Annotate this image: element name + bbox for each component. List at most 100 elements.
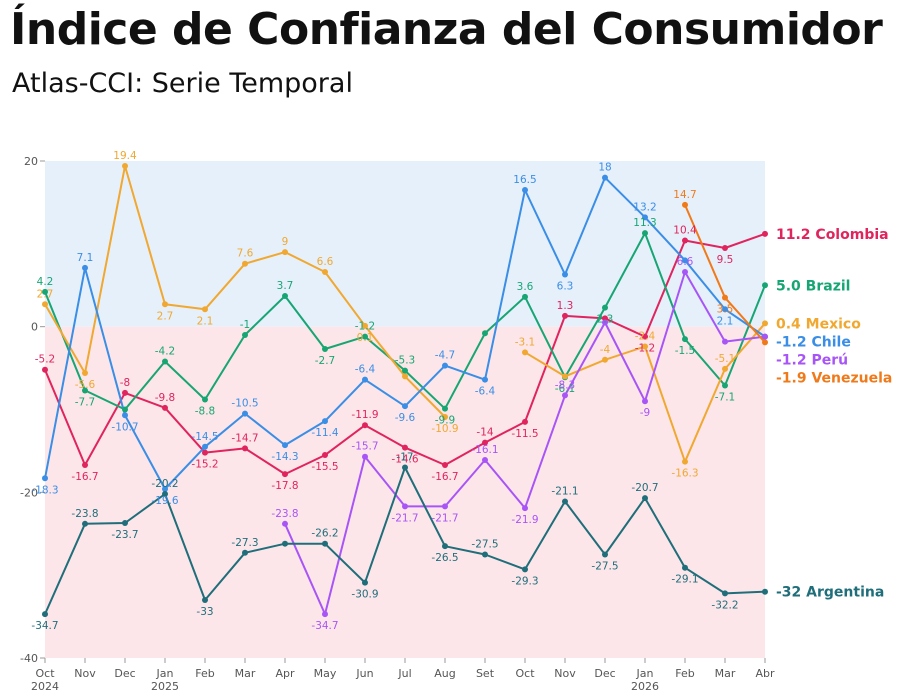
data-label-mexico: 9 bbox=[282, 236, 289, 248]
data-point-mexico bbox=[562, 373, 568, 380]
data-label-argentina: -26.5 bbox=[431, 552, 458, 564]
x-axis: Oct Nov Dec Jan Feb Mar Apr May Jun Jul Aug Set Oct N… bbox=[31, 658, 775, 693]
data-point-brazil bbox=[122, 406, 128, 413]
data-label-argentina: -27.5 bbox=[471, 538, 498, 550]
data-point-argentina bbox=[42, 611, 48, 618]
data-label-mexico: 2.1 bbox=[197, 315, 214, 327]
data-label-perú: -21.9 bbox=[511, 514, 538, 526]
x-tick-label: Feb bbox=[675, 667, 694, 680]
x-tick-label: Set bbox=[476, 667, 495, 680]
data-point-venezuela bbox=[722, 294, 728, 301]
data-point-mexico bbox=[442, 413, 448, 420]
data-point-brazil bbox=[522, 293, 528, 300]
data-label-colombia: -14.7 bbox=[231, 432, 258, 444]
end-label-brazil: 5.0 Brazil bbox=[776, 278, 850, 294]
background-bands bbox=[45, 161, 765, 658]
end-label-mexico: 0.4 Mexico bbox=[776, 316, 861, 332]
data-label-argentina: -20.7 bbox=[631, 482, 658, 494]
data-point-chile bbox=[482, 376, 488, 383]
data-label-colombia: -1.2 bbox=[635, 343, 656, 355]
page-title: Índice de Confianza del Consumidor bbox=[10, 4, 883, 55]
data-point-brazil bbox=[762, 282, 768, 289]
data-label-mexico: 19.4 bbox=[113, 150, 137, 162]
data-point-colombia bbox=[42, 366, 48, 373]
data-point-mexico bbox=[202, 306, 208, 313]
x-tick-label: Jun bbox=[355, 667, 373, 680]
data-point-chile bbox=[282, 442, 288, 449]
data-point-colombia bbox=[602, 315, 608, 322]
data-label-brazil: -7.1 bbox=[715, 391, 736, 403]
data-label-colombia: -16.7 bbox=[71, 471, 98, 483]
data-label-colombia: -9.8 bbox=[155, 392, 176, 404]
data-label-colombia: -15.2 bbox=[191, 459, 218, 471]
data-point-colombia bbox=[682, 237, 688, 244]
data-label-chile: 16.5 bbox=[513, 174, 536, 186]
x-tick-label: Aug bbox=[434, 667, 455, 680]
data-point-mexico bbox=[602, 356, 608, 363]
data-label-perú: -15.7 bbox=[351, 441, 378, 453]
data-point-venezuela bbox=[682, 201, 688, 208]
data-label-brazil: -1.5 bbox=[675, 345, 696, 357]
data-point-brazil bbox=[682, 336, 688, 343]
data-label-chile: -19.6 bbox=[151, 495, 178, 507]
data-label-colombia: -11.9 bbox=[351, 409, 378, 421]
data-label-colombia: -14.6 bbox=[391, 454, 418, 466]
data-point-chile bbox=[562, 271, 568, 278]
data-label-colombia: -15.5 bbox=[311, 461, 338, 473]
data-label-brazil: -7.7 bbox=[75, 396, 96, 408]
data-point-argentina bbox=[202, 597, 208, 604]
data-point-argentina bbox=[442, 543, 448, 550]
data-label-argentina: -34.7 bbox=[31, 620, 58, 632]
data-label-brazil: -2.7 bbox=[315, 355, 336, 367]
data-point-perú bbox=[362, 453, 368, 460]
data-point-colombia bbox=[722, 244, 728, 251]
y-axis: -40 -20 0 20 bbox=[20, 155, 45, 665]
x-tick-label: Mar bbox=[715, 667, 736, 680]
x-tick-label: Jan bbox=[156, 667, 174, 680]
data-point-colombia bbox=[402, 444, 408, 451]
data-point-perú bbox=[682, 268, 688, 275]
data-label-chile: 6.3 bbox=[557, 280, 574, 292]
data-label-perú: -21.7 bbox=[431, 512, 458, 524]
data-label-perú: -16.1 bbox=[471, 444, 498, 456]
data-label-chile: -6.4 bbox=[475, 386, 496, 398]
data-point-mexico bbox=[522, 349, 528, 356]
data-label-mexico: -5.1 bbox=[715, 353, 736, 365]
data-label-mexico: -10.9 bbox=[431, 423, 458, 435]
data-point-argentina bbox=[722, 590, 728, 597]
data-point-argentina bbox=[82, 520, 88, 527]
data-point-colombia bbox=[762, 230, 768, 237]
data-point-mexico bbox=[322, 268, 328, 275]
x-tick-label: Jan bbox=[636, 667, 654, 680]
data-label-mexico: 2.7 bbox=[157, 310, 174, 322]
data-label-argentina: -23.7 bbox=[111, 529, 138, 541]
data-label-mexico: 0.1 bbox=[357, 332, 374, 344]
data-point-chile bbox=[362, 376, 368, 383]
data-point-brazil bbox=[642, 230, 648, 237]
data-label-argentina: -23.8 bbox=[71, 508, 98, 520]
data-point-perú bbox=[602, 319, 608, 326]
data-point-colombia bbox=[162, 404, 168, 411]
data-label-mexico: 2.7 bbox=[37, 288, 54, 300]
data-point-mexico bbox=[722, 365, 728, 372]
data-point-brazil bbox=[82, 387, 88, 394]
data-label-brazil: -9.9 bbox=[435, 415, 456, 427]
data-label-perú: -34.7 bbox=[311, 620, 338, 632]
x-tick-label: Apr bbox=[275, 667, 295, 680]
data-label-colombia: -5.2 bbox=[35, 354, 56, 366]
data-point-mexico bbox=[402, 373, 408, 380]
data-point-colombia bbox=[322, 452, 328, 459]
x-tick-label: Nov bbox=[554, 667, 576, 680]
data-label-colombia: -14 bbox=[476, 427, 493, 439]
data-point-colombia bbox=[82, 461, 88, 468]
data-point-argentina bbox=[482, 551, 488, 558]
data-label-brazil: 11.3 bbox=[633, 217, 656, 229]
data-point-perú bbox=[522, 505, 528, 512]
data-point-argentina bbox=[122, 519, 128, 526]
data-label-perú: -21.7 bbox=[391, 512, 418, 524]
data-label-venezuela: 3.5 bbox=[717, 304, 734, 316]
data-point-brazil bbox=[722, 382, 728, 389]
data-point-argentina bbox=[762, 588, 768, 595]
x-tick-label: Oct bbox=[35, 667, 55, 680]
data-point-brazil bbox=[402, 367, 408, 374]
